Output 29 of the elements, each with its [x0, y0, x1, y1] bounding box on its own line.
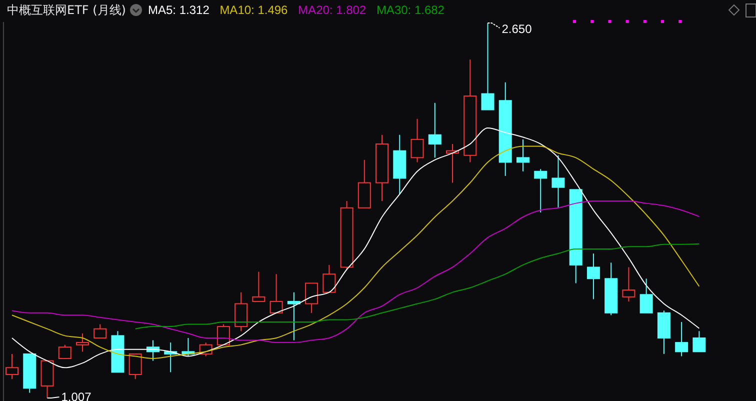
candlestick — [6, 353, 18, 380]
text: MA20: 1.802 — [298, 3, 366, 17]
candlestick — [640, 278, 653, 314]
candlestick — [428, 102, 442, 158]
candlestick — [94, 324, 107, 338]
candlestick — [76, 332, 89, 352]
candlestick — [305, 282, 318, 314]
candlestick — [234, 292, 248, 332]
text: MA5: 1.312 — [148, 3, 210, 17]
candlestick — [534, 168, 548, 213]
candlestick — [410, 118, 424, 163]
candlestick — [516, 138, 530, 172]
text: MA30: 1.682 — [376, 3, 445, 17]
candlestick — [270, 274, 283, 314]
candlestick — [675, 321, 688, 357]
candlestick — [216, 324, 230, 346]
candlestick — [586, 253, 600, 300]
candlestick — [622, 266, 636, 302]
candlestick — [552, 154, 565, 208]
candlestick — [692, 330, 706, 352]
candlestick — [128, 353, 142, 380]
candlestick — [481, 22, 494, 110]
candlestick — [252, 271, 266, 302]
text: MA10: 1.496 — [220, 3, 288, 17]
annotation: 2.650 — [502, 22, 532, 36]
candlestick — [322, 264, 336, 293]
annotation: 1.007 — [61, 390, 92, 401]
candlestick — [58, 344, 72, 360]
chart-title: 中概互联网ETF (月线) — [7, 3, 126, 17]
